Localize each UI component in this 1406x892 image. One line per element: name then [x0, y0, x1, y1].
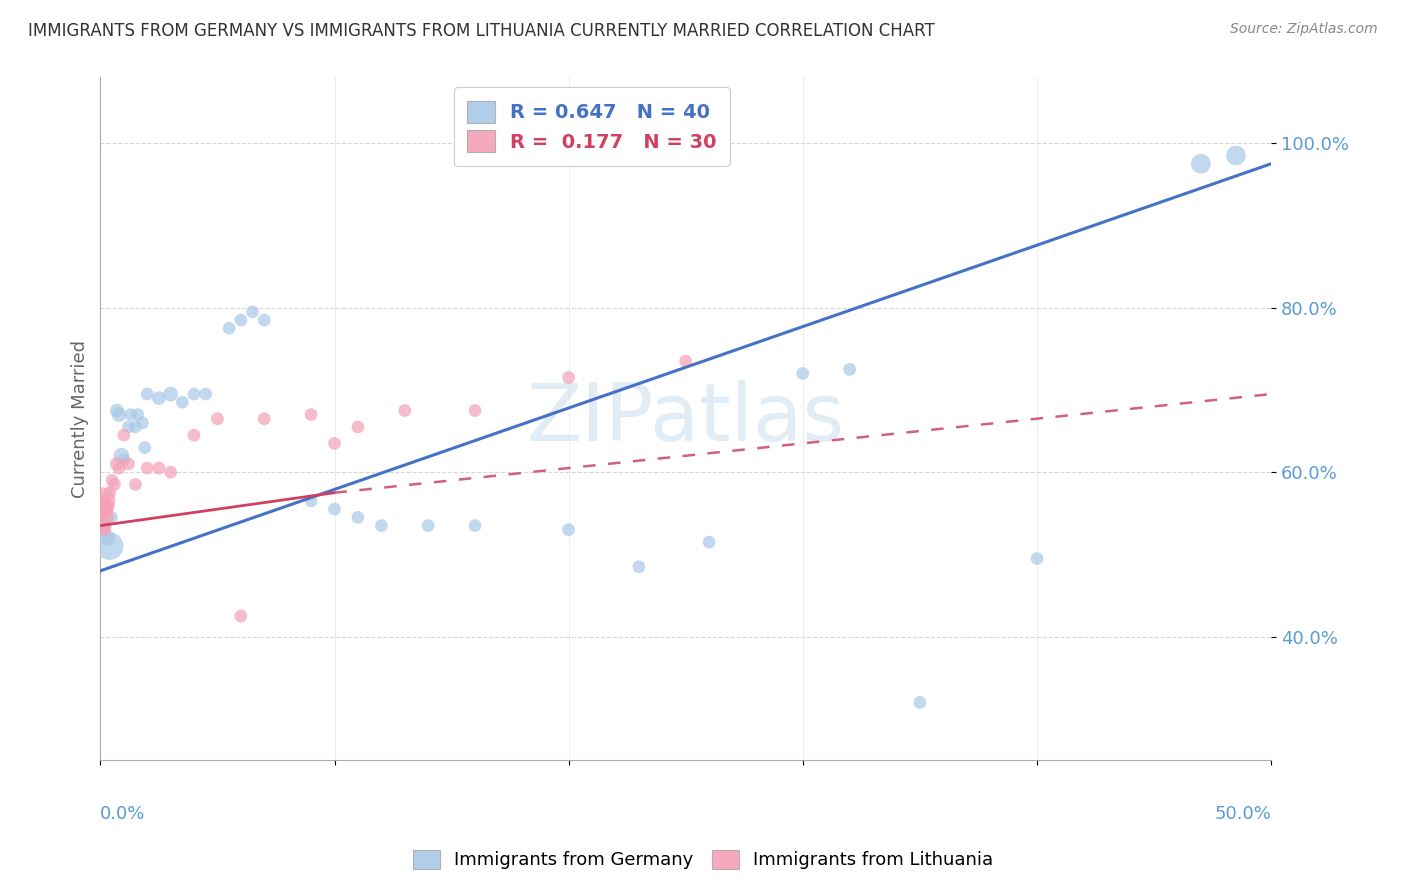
Point	[218, 321, 240, 335]
Point	[108, 408, 131, 422]
Point	[94, 502, 117, 516]
Point	[117, 457, 139, 471]
Point	[323, 502, 346, 516]
Point	[299, 494, 322, 508]
Point	[127, 408, 149, 422]
Point	[96, 498, 118, 512]
Point	[418, 518, 440, 533]
Point	[394, 403, 416, 417]
Point	[792, 367, 814, 381]
Point	[253, 313, 276, 327]
Point	[96, 531, 118, 545]
Point	[347, 420, 370, 434]
Legend: Immigrants from Germany, Immigrants from Lithuania: Immigrants from Germany, Immigrants from…	[404, 841, 1002, 879]
Point	[148, 391, 170, 405]
Point	[675, 354, 697, 368]
Point	[136, 461, 159, 475]
Point	[627, 559, 650, 574]
Point	[697, 535, 720, 549]
Point	[120, 408, 142, 422]
Point	[101, 474, 124, 488]
Point	[1189, 157, 1212, 171]
Point	[557, 523, 579, 537]
Point	[557, 370, 579, 384]
Point	[105, 457, 128, 471]
Point	[229, 313, 252, 327]
Point	[112, 428, 135, 442]
Point	[207, 411, 229, 425]
Point	[1225, 148, 1247, 162]
Point	[299, 408, 322, 422]
Text: 0.0%: 0.0%	[100, 805, 146, 823]
Point	[347, 510, 370, 524]
Point	[117, 420, 139, 434]
Point	[105, 403, 128, 417]
Point	[136, 387, 159, 401]
Point	[90, 494, 112, 508]
Point	[98, 539, 121, 553]
Point	[242, 305, 264, 319]
Point	[93, 494, 115, 508]
Text: Source: ZipAtlas.com: Source: ZipAtlas.com	[1230, 22, 1378, 37]
Point	[908, 695, 931, 709]
Point	[94, 502, 117, 516]
Point	[464, 518, 486, 533]
Point	[98, 485, 121, 500]
Y-axis label: Currently Married: Currently Married	[72, 340, 89, 498]
Point	[323, 436, 346, 450]
Point	[96, 510, 118, 524]
Point	[94, 523, 117, 537]
Point	[159, 387, 181, 401]
Text: ZIPatlas: ZIPatlas	[527, 380, 845, 458]
Text: 50.0%: 50.0%	[1215, 805, 1271, 823]
Point	[838, 362, 860, 376]
Point	[131, 416, 153, 430]
Point	[1026, 551, 1049, 566]
Point	[172, 395, 194, 409]
Point	[91, 518, 114, 533]
Point	[183, 387, 205, 401]
Point	[134, 441, 156, 455]
Point	[464, 403, 486, 417]
Point	[183, 428, 205, 442]
Point	[91, 518, 114, 533]
Point	[108, 461, 131, 475]
Point	[103, 477, 125, 491]
Point	[253, 411, 276, 425]
Point	[159, 465, 181, 479]
Legend: R = 0.647   N = 40, R =  0.177   N = 30: R = 0.647 N = 40, R = 0.177 N = 30	[454, 87, 730, 166]
Point	[148, 461, 170, 475]
Point	[112, 452, 135, 467]
Point	[370, 518, 392, 533]
Point	[124, 477, 146, 491]
Point	[194, 387, 217, 401]
Point	[110, 449, 132, 463]
Text: IMMIGRANTS FROM GERMANY VS IMMIGRANTS FROM LITHUANIA CURRENTLY MARRIED CORRELATI: IMMIGRANTS FROM GERMANY VS IMMIGRANTS FR…	[28, 22, 935, 40]
Point	[91, 502, 114, 516]
Point	[229, 609, 252, 624]
Point	[124, 420, 146, 434]
Point	[101, 510, 124, 524]
